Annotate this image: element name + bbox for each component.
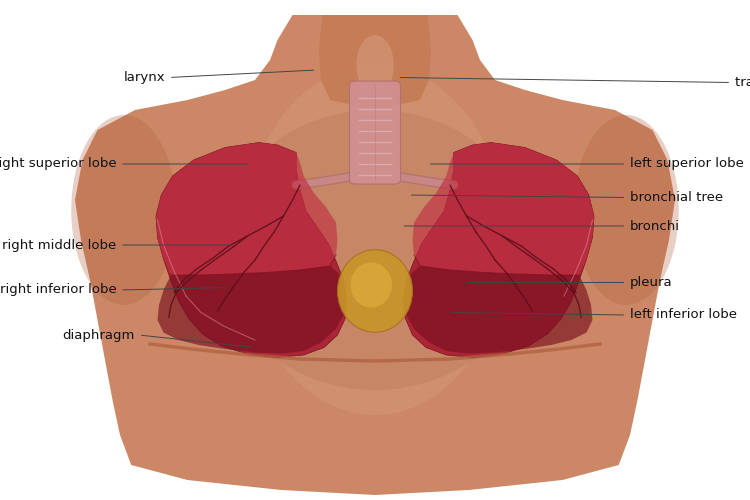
Ellipse shape [350, 262, 392, 308]
Text: bronchial tree: bronchial tree [630, 191, 723, 204]
Polygon shape [156, 142, 338, 275]
Ellipse shape [356, 35, 394, 95]
Ellipse shape [217, 110, 532, 390]
FancyBboxPatch shape [350, 81, 400, 184]
Text: pleura: pleura [630, 276, 673, 289]
Text: bronchi: bronchi [630, 220, 680, 232]
Text: diaphragm: diaphragm [62, 328, 135, 342]
Text: right middle lobe: right middle lobe [2, 238, 116, 252]
Polygon shape [413, 142, 594, 275]
Text: right inferior lobe: right inferior lobe [0, 284, 116, 296]
Ellipse shape [574, 115, 679, 305]
Text: larynx: larynx [123, 71, 165, 84]
Polygon shape [75, 15, 675, 495]
Polygon shape [404, 266, 592, 354]
Polygon shape [319, 15, 431, 110]
Polygon shape [404, 142, 594, 358]
Polygon shape [156, 142, 346, 358]
Text: left inferior lobe: left inferior lobe [630, 308, 737, 322]
Text: right superior lobe: right superior lobe [0, 158, 116, 170]
Text: trachea (windpipe): trachea (windpipe) [735, 76, 750, 89]
Text: left superior lobe: left superior lobe [630, 158, 744, 170]
Ellipse shape [244, 65, 506, 415]
Polygon shape [158, 266, 346, 354]
Ellipse shape [71, 115, 176, 305]
Ellipse shape [338, 250, 412, 332]
